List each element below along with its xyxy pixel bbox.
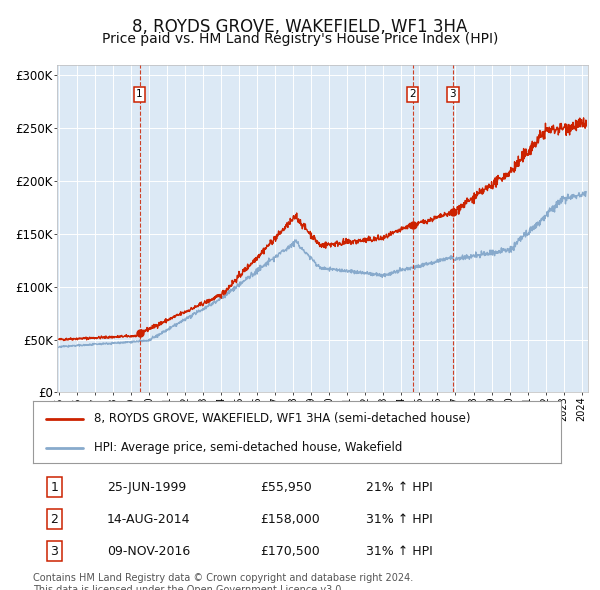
Text: 25-JUN-1999: 25-JUN-1999 [107,481,186,494]
Text: 2: 2 [409,89,416,99]
Text: 2: 2 [50,513,58,526]
Text: 3: 3 [449,89,456,99]
Text: 31% ↑ HPI: 31% ↑ HPI [365,545,433,558]
Text: 8, ROYDS GROVE, WAKEFIELD, WF1 3HA (semi-detached house): 8, ROYDS GROVE, WAKEFIELD, WF1 3HA (semi… [94,412,470,425]
Text: 31% ↑ HPI: 31% ↑ HPI [365,513,433,526]
Text: £55,950: £55,950 [260,481,312,494]
Text: 14-AUG-2014: 14-AUG-2014 [107,513,190,526]
Text: £158,000: £158,000 [260,513,320,526]
Text: 3: 3 [50,545,58,558]
Text: 8, ROYDS GROVE, WAKEFIELD, WF1 3HA: 8, ROYDS GROVE, WAKEFIELD, WF1 3HA [133,18,467,36]
Text: 1: 1 [136,89,143,99]
Text: 09-NOV-2016: 09-NOV-2016 [107,545,190,558]
Text: 21% ↑ HPI: 21% ↑ HPI [365,481,433,494]
Text: Price paid vs. HM Land Registry's House Price Index (HPI): Price paid vs. HM Land Registry's House … [102,32,498,47]
Text: 1: 1 [50,481,58,494]
Text: £170,500: £170,500 [260,545,320,558]
Text: HPI: Average price, semi-detached house, Wakefield: HPI: Average price, semi-detached house,… [94,441,402,454]
Text: Contains HM Land Registry data © Crown copyright and database right 2024.
This d: Contains HM Land Registry data © Crown c… [33,573,413,590]
